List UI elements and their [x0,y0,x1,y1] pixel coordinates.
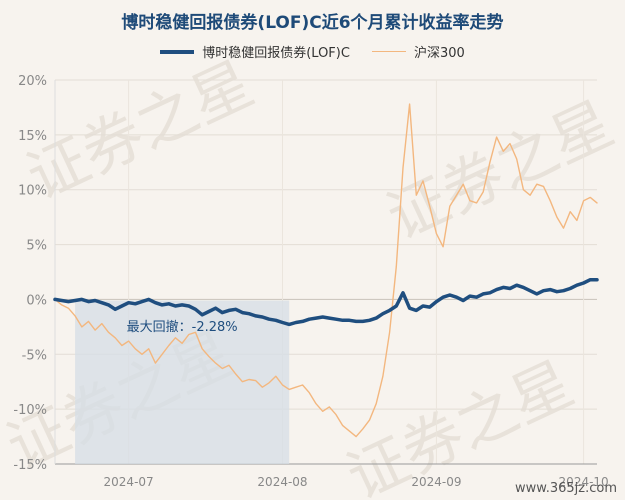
legend-label-fund: 博时稳健回报债券(LOF)C [202,46,350,61]
legend: 博时稳健回报债券(LOF)C 沪深300 [0,42,625,61]
y-tick-label: 5% [26,239,47,254]
legend-swatch-index [371,51,406,52]
drawdown-region [75,300,290,464]
x-tick-label: 2024-07 [104,475,154,489]
y-tick-label: -10% [13,403,47,418]
y-tick-label: 0% [26,293,47,308]
chart-title: 博时稳健回报债券(LOF)C近6个月累计收益率走势 [121,13,504,33]
series-line-fund [53,277,599,327]
y-tick-label: -5% [22,348,47,363]
legend-swatch-fund [160,49,195,54]
legend-item-fund[interactable]: 博时稳健回报债券(LOF)C [160,42,350,61]
y-tick-label: 15% [18,129,47,144]
y-tick-label: 20% [18,74,47,89]
x-tick-label: 2024-09 [411,475,461,489]
legend-item-index[interactable]: 沪深300 [371,42,465,61]
site-watermark: www.365jz.com [515,481,617,496]
series-line-index [54,103,598,438]
x-tick-label: 2024-10 [559,475,609,489]
drawdown-label: 最大回撤：-2.28% [127,319,238,335]
x-tick-label: 2024-08 [257,475,307,489]
y-tick-label: 10% [18,184,47,199]
y-tick-label: -15% [13,458,47,473]
legend-label-index: 沪深300 [413,46,465,61]
